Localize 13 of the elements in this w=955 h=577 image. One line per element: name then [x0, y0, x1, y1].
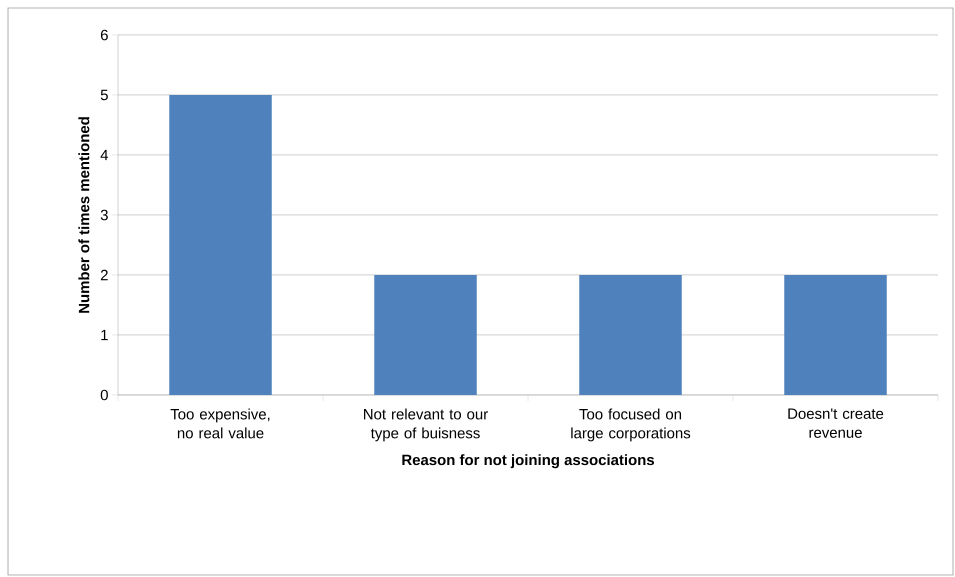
- y-tick-label: 6: [100, 30, 108, 40]
- y-tick-label: 2: [100, 270, 108, 280]
- y-tick-label: 4: [100, 150, 108, 160]
- x-tick-label: Too focused on large corporations: [571, 408, 690, 442]
- x-tick-label: Doesn't create revenue: [788, 408, 884, 438]
- x-tick-label: Not relevant to our type of buisness: [364, 408, 488, 442]
- y-tick-label: 0: [100, 390, 108, 400]
- x-axis-title: Reason for not joining associations: [402, 454, 654, 468]
- y-tick-label: 5: [100, 90, 108, 100]
- y-tick-label: 3: [100, 210, 108, 220]
- y-tick-label: 1: [101, 330, 108, 340]
- x-tick-label: Too expensive, no real value: [170, 408, 270, 438]
- y-axis-title: Number of times mentioned: [78, 117, 90, 313]
